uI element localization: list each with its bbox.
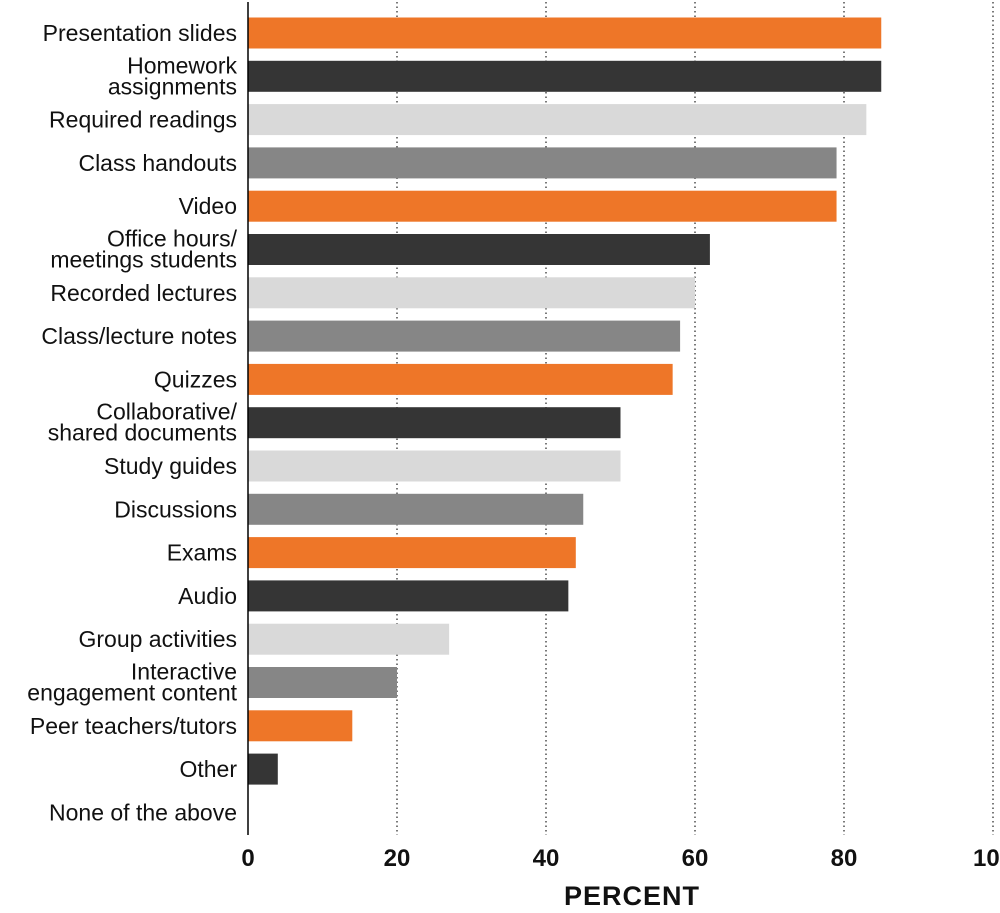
x-tick-label-80: 80 [831, 845, 858, 872]
category-label-line: Interactive [131, 659, 237, 685]
category-label-11: Discussions [114, 496, 237, 522]
category-label-16: Peer teachers/tutors [30, 713, 237, 739]
category-label-8: Quizzes [154, 366, 237, 392]
x-axis-ticks: 0 20 40 60 80 100 [241, 845, 1000, 872]
x-tick-label-60: 60 [682, 845, 709, 872]
category-labels: Presentation slides Homework assignments Re… [27, 20, 237, 825]
bar-14 [248, 623, 450, 655]
bar-1 [248, 60, 882, 92]
category-label-14: Group activities [78, 626, 237, 652]
bar-2 [248, 104, 867, 136]
x-tick-label-40: 40 [533, 845, 560, 872]
category-label-line: Homework [127, 52, 237, 78]
bar-4 [248, 190, 837, 222]
bar-10 [248, 450, 621, 482]
bar-13 [248, 580, 569, 612]
bar-11 [248, 493, 584, 525]
category-label-6: Recorded lectures [50, 280, 237, 306]
category-label-line: meetings students [50, 247, 237, 273]
bar-6 [248, 277, 695, 309]
category-label-1: Homework assignments [108, 52, 238, 99]
category-label-7: Class/lecture notes [41, 323, 237, 349]
x-tick-label-100: 100 [973, 845, 1000, 872]
x-tick-label-20: 20 [384, 845, 411, 872]
bar-16 [248, 710, 353, 742]
category-label-5: Office hours/meetings students [50, 226, 237, 273]
bar-3 [248, 147, 837, 179]
category-label-4: Video [179, 193, 237, 219]
category-label-line: shared documents [48, 420, 237, 446]
bar-8 [248, 363, 673, 395]
category-label-15: Interactive engagement content [27, 659, 237, 706]
category-label-9: Collaborative/shared documents [48, 399, 238, 446]
category-label-line: assignments [108, 73, 237, 99]
category-label-0: Presentation slides [43, 20, 237, 46]
bar-17 [248, 753, 278, 785]
category-label-18: None of the above [49, 799, 237, 825]
category-label-17: Other [179, 756, 237, 782]
category-label-13: Audio [178, 583, 237, 609]
bar-9 [248, 407, 621, 439]
bar-15 [248, 667, 397, 698]
category-label-line: Collaborative/ [96, 399, 237, 425]
category-label-3: Class handouts [78, 150, 237, 176]
category-label-line: engagement content [27, 680, 237, 706]
bar-0 [248, 17, 882, 49]
bar-7 [248, 320, 681, 352]
bar-5 [248, 234, 710, 265]
x-axis-title: PERCENT [564, 881, 700, 911]
x-tick-label-0: 0 [241, 845, 254, 872]
category-label-10: Study guides [104, 453, 237, 479]
category-label-2: Required readings [49, 107, 237, 133]
category-label-line: Office hours/ [107, 226, 238, 252]
bars [248, 17, 882, 785]
bar-12 [248, 537, 576, 569]
category-label-12: Exams [167, 540, 237, 566]
